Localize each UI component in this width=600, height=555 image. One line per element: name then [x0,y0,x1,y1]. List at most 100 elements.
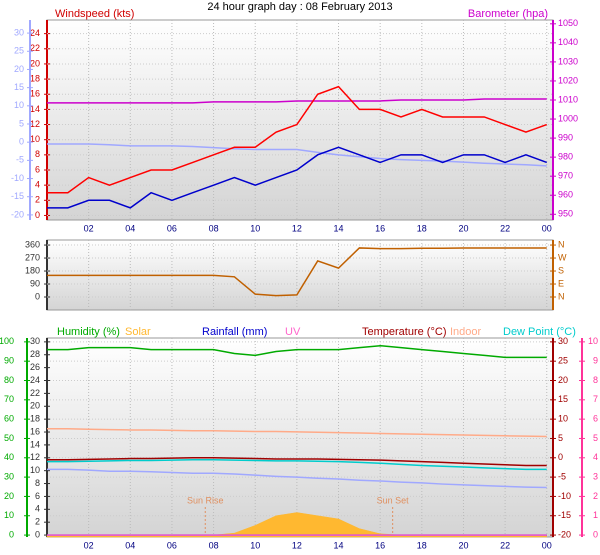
series-line [47,457,547,467]
y-tick-label: 18 [30,73,40,83]
x-tick-label: 18 [417,540,427,550]
y-tick-label: 8 [593,375,598,385]
y-tick-label: 4 [593,452,598,462]
y-tick-label: 2 [35,517,40,527]
y-tick-label: 8 [35,478,40,488]
y-tick-label: 270 [25,252,40,262]
y-tick-label: 16 [30,89,40,99]
y-tick-label: 40 [4,452,14,462]
series-line [47,458,547,471]
y-tick-label: 80 [4,375,14,385]
series-line [47,428,547,438]
x-tick-label: 16 [375,540,385,550]
x-tick-label: 02 [84,540,94,550]
plot-background [46,337,554,538]
y-tick-label: -20 [11,209,24,219]
x-tick-label: 16 [375,223,385,233]
y-tick-label: 30 [14,27,24,37]
chart-title: 24 hour graph day : 08 February 2013 [207,1,392,13]
y-tick-label: 3 [593,471,598,481]
y-tick-label: -20 [558,529,571,539]
y-tick-label: -15 [558,510,571,520]
y-tick-label: 4 [35,504,40,514]
y-tick-label: 30 [4,471,14,481]
y-tick-label: 2 [593,491,598,501]
y-tick-label: 90 [30,278,40,288]
series-line [47,344,547,359]
y-tick-label: 70 [4,394,14,404]
x-tick-label: 20 [458,540,468,550]
y-tick-label: 28 [30,349,40,359]
x-tick-label: 06 [167,540,177,550]
y-tick-label: 8 [35,149,40,159]
y-tick-label: 0 [558,452,563,462]
y-tick-label: 5 [19,118,24,128]
y-tick-label: 1010 [558,94,578,104]
y-tick-label: 22 [30,43,40,53]
axis-title: Windspeed (kts) [55,8,134,20]
y-tick-label: W [558,252,567,262]
y-tick-label: 0 [35,210,40,220]
x-tick-label: 08 [209,540,219,550]
y-tick-label: S [558,265,564,275]
y-tick-label: 24 [30,28,40,38]
x-tick-label: 08 [209,223,219,233]
x-tick-label: 14 [334,223,344,233]
y-tick-label: 10 [4,510,14,520]
y-tick-label: 10 [30,134,40,144]
y-tick-label: 30 [558,336,568,346]
y-tick-label: E [558,278,564,288]
y-tick-label: 5 [593,433,598,443]
y-tick-label: 50 [4,433,14,443]
x-tick-label: 20 [458,223,468,233]
y-tick-label: 30 [30,336,40,346]
y-tick-label: 26 [30,362,40,372]
y-tick-label: 24 [30,375,40,385]
y-tick-label: 4 [35,180,40,190]
y-tick-label: 20 [30,401,40,411]
x-tick-label: 04 [125,540,135,550]
y-tick-label: 10 [588,336,598,346]
series-line [47,247,547,297]
y-tick-label: 10 [558,414,568,424]
y-tick-label: 60 [4,414,14,424]
y-tick-label: 1030 [558,56,578,66]
y-tick-label: -5 [16,155,24,165]
y-tick-label: 20 [4,491,14,501]
y-tick-label: -10 [558,491,571,501]
y-tick-label: 7 [593,394,598,404]
y-tick-label: 100 [0,336,14,346]
y-tick-label: 180 [25,265,40,275]
y-tick-label: 10 [30,465,40,475]
y-tick-label: 9 [593,356,598,366]
x-tick-label: 06 [167,223,177,233]
y-tick-label: 14 [30,439,40,449]
y-tick-label: N [558,291,565,301]
y-tick-label: 15 [14,82,24,92]
x-tick-label: 02 [84,223,94,233]
x-tick-label: 10 [250,223,260,233]
x-tick-label: 00 [542,223,552,233]
y-tick-label: 20 [30,58,40,68]
x-tick-label: 04 [125,223,135,233]
x-tick-label: 14 [334,540,344,550]
y-tick-label: 950 [558,209,573,219]
y-tick-label: -15 [11,191,24,201]
y-tick-label: 960 [558,190,573,200]
legend-entry: Temperature (°C) [362,326,446,338]
y-tick-label: 0 [19,137,24,147]
y-tick-label: -5 [558,471,566,481]
y-tick-label: 15 [558,394,568,404]
y-tick-label: 1 [593,510,598,520]
y-tick-label: 22 [30,388,40,398]
y-tick-label: 90 [4,356,14,366]
legend-entry: UV [285,326,301,338]
legend-entry: Rainfall (mm) [202,326,267,338]
series-line [47,468,547,489]
y-tick-label: 0 [35,291,40,301]
series-line [47,146,548,209]
y-tick-label: 25 [14,46,24,56]
y-tick-label: 18 [30,414,40,424]
y-tick-label: -10 [11,173,24,183]
